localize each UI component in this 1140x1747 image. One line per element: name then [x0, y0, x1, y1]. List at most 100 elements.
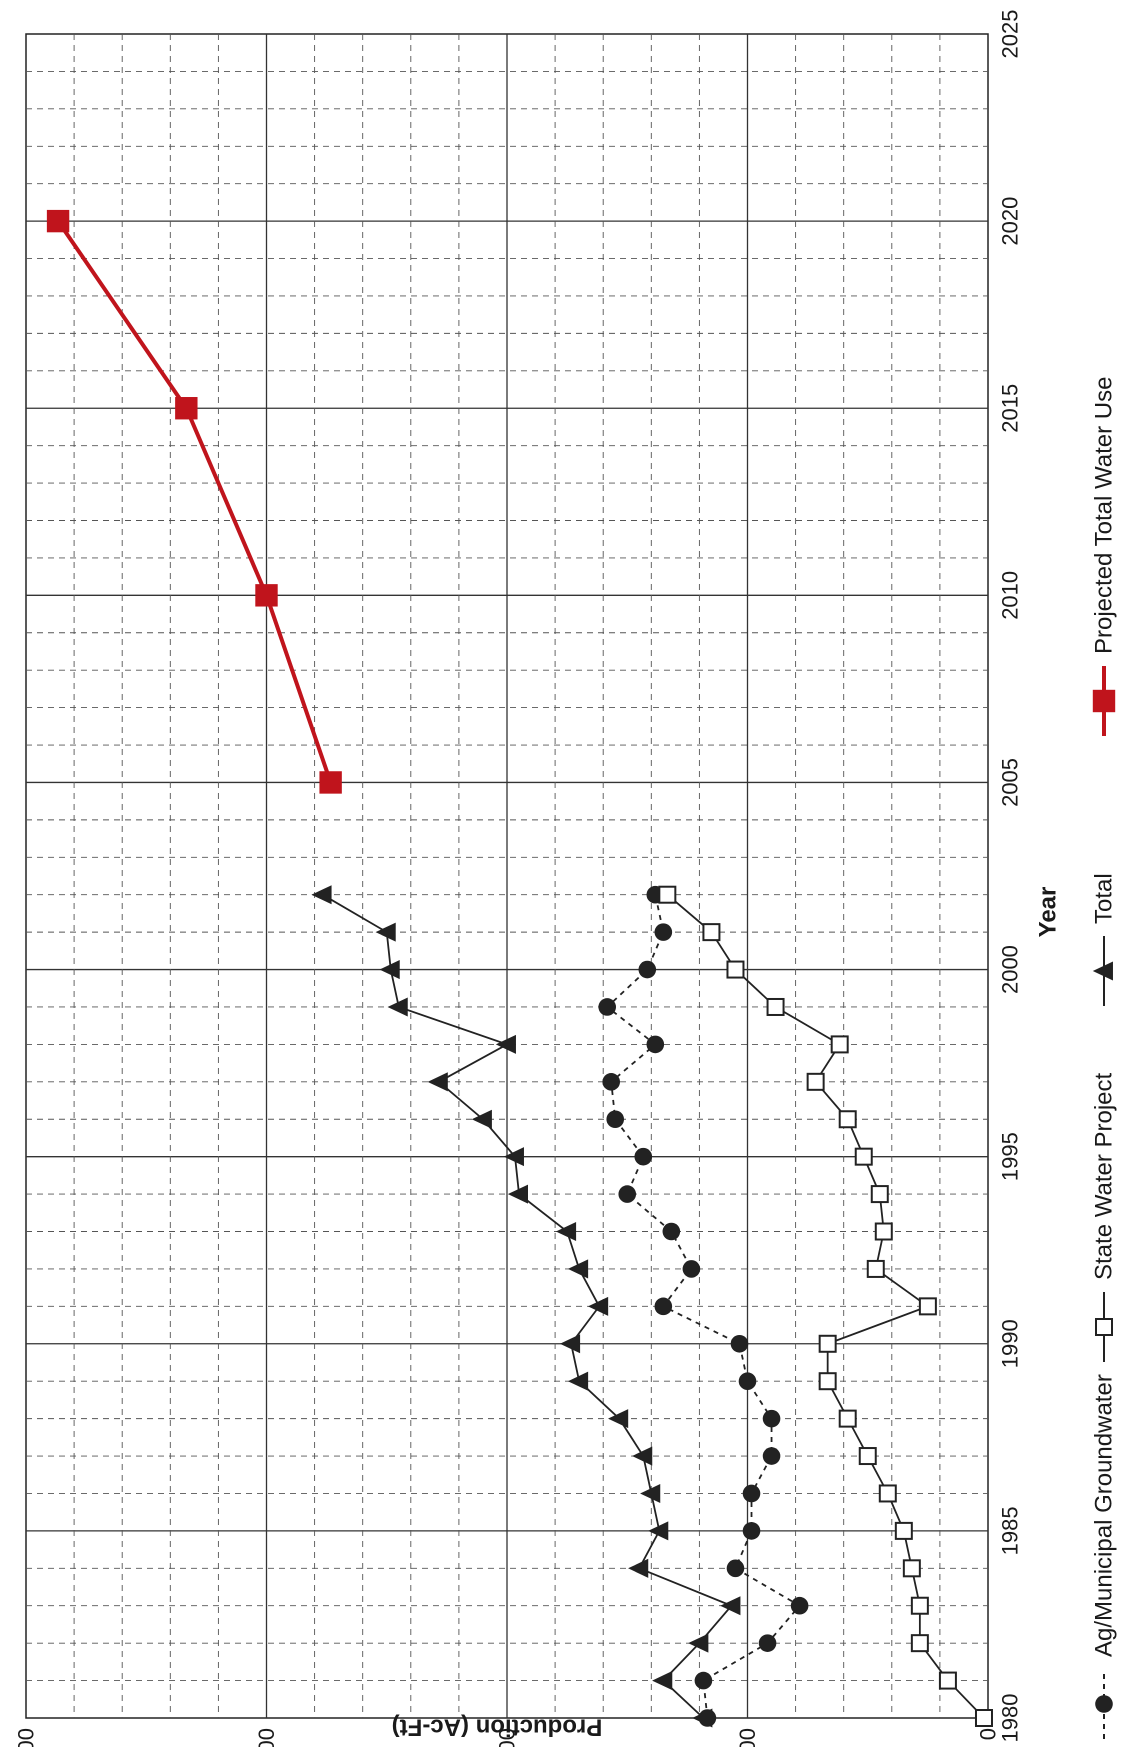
legend-marker [1095, 1695, 1113, 1713]
legend-label: State Water Project [1091, 1072, 1118, 1280]
data-point [902, 1559, 921, 1578]
data-point [638, 960, 657, 979]
tick-labels: 1980 1985 1990 1995 2000 2005 2010 2015 2020 2025… [14, 10, 1023, 1747]
series-projected-total-water-use [46, 209, 342, 794]
data-point [507, 1184, 528, 1204]
data-point [854, 1147, 873, 1166]
data-point [652, 1671, 673, 1691]
series-layer [46, 209, 993, 1728]
data-point [738, 1372, 757, 1390]
data-point [806, 1072, 825, 1091]
data-point [654, 923, 673, 941]
data-point [910, 1596, 929, 1615]
x-tick-label: 2015 [998, 384, 1023, 433]
data-point [830, 1035, 849, 1054]
data-point [587, 1296, 609, 1316]
legend-entry: State Water Project [1091, 1072, 1118, 1362]
y-tick-label: 30,000 [735, 1728, 760, 1747]
data-point [702, 923, 721, 942]
legend-entry: Total [1091, 873, 1118, 1006]
legend-label: Total [1091, 873, 1118, 924]
data-point [974, 1709, 993, 1727]
data-point [634, 1147, 653, 1166]
series-line [56, 219, 333, 784]
data-point [598, 998, 617, 1016]
data-point [878, 1484, 897, 1503]
data-point [838, 1110, 857, 1129]
legend-marker [1092, 689, 1116, 713]
data-point [918, 1297, 937, 1316]
data-point [818, 1372, 837, 1391]
data-point [894, 1521, 913, 1540]
data-point [175, 397, 198, 420]
data-point [730, 1334, 749, 1353]
data-point [818, 1334, 837, 1353]
legend-marker [1095, 1318, 1113, 1336]
data-point [870, 1185, 889, 1204]
data-point [662, 1222, 681, 1241]
data-point [874, 1222, 893, 1241]
data-point [766, 997, 785, 1016]
data-point [46, 209, 70, 233]
data-point [720, 1596, 741, 1616]
data-point [640, 1483, 661, 1503]
data-point [311, 885, 332, 905]
data-point [838, 1409, 857, 1428]
data-point [858, 1447, 877, 1466]
y-tick-label: 0 [976, 1728, 1001, 1740]
data-point [758, 1634, 777, 1652]
data-point [379, 960, 400, 980]
x-tick-label: 2005 [998, 758, 1023, 807]
x-tick-label: 1980 [998, 1694, 1023, 1743]
x-tick-label: 1995 [998, 1132, 1023, 1181]
legend-marker [1092, 961, 1113, 981]
legend-label: Ag/Municipal Groundwater [1091, 1374, 1118, 1657]
y-axis-title: Production (Ac-Ft) [392, 1714, 603, 1741]
x-tick-label: 1990 [998, 1319, 1023, 1368]
data-point [559, 1334, 581, 1354]
data-point [726, 1559, 745, 1578]
y-tick-label: 60,000 [495, 1728, 520, 1747]
x-tick-label: 2025 [998, 10, 1023, 59]
data-point [375, 922, 396, 942]
data-point [938, 1671, 957, 1690]
data-point [471, 1109, 492, 1129]
data-point [632, 1446, 653, 1466]
data-point [658, 885, 677, 904]
data-point [790, 1596, 809, 1615]
data-point [910, 1634, 929, 1653]
x-tick-label: 2020 [998, 197, 1023, 246]
data-point [682, 1260, 701, 1278]
data-point [628, 1558, 649, 1578]
series-total [311, 885, 741, 1728]
data-point [654, 1297, 673, 1316]
data-point [606, 1110, 625, 1129]
data-point [555, 1221, 577, 1242]
data-point [618, 1185, 637, 1203]
legend-entry: Ag/Municipal Groundwater [1091, 1374, 1118, 1739]
data-point [602, 1073, 621, 1091]
data-point [866, 1259, 885, 1278]
series-ag-municipal-groundwater [598, 885, 809, 1727]
series-state-water-project [658, 885, 993, 1727]
data-point [762, 1409, 781, 1428]
x-tick-label: 1985 [998, 1506, 1023, 1555]
data-point [503, 1147, 524, 1167]
x-tick-label: 2000 [998, 945, 1023, 994]
y-tick-label: 90,000 [254, 1728, 279, 1747]
data-point [762, 1447, 781, 1465]
x-axis-title: Year [1035, 887, 1062, 938]
data-point [567, 1371, 589, 1391]
data-point [319, 771, 342, 794]
data-point [742, 1484, 761, 1503]
data-point [648, 1521, 669, 1541]
data-point [495, 1034, 516, 1054]
data-point [255, 584, 278, 607]
x-tick-label: 2010 [998, 571, 1023, 620]
data-point [726, 960, 745, 979]
y-tick-label: 120,000 [14, 1728, 39, 1747]
data-point [608, 1409, 629, 1429]
data-point [387, 997, 408, 1017]
data-point [427, 1072, 448, 1092]
